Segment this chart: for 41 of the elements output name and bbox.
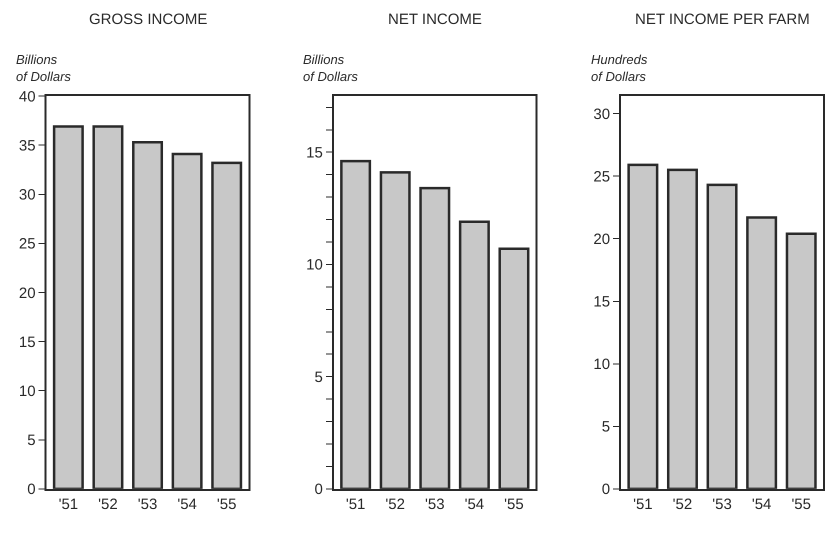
y-axis-title: Hundreds of Dollars xyxy=(591,52,648,84)
x-tick-label: '54 xyxy=(464,496,484,513)
x-tick-label: '51 xyxy=(633,496,653,513)
x-tick-label: '52 xyxy=(98,496,118,513)
y-tick-label: 15 xyxy=(18,334,36,351)
y-tick-label: 0 xyxy=(27,481,36,498)
y-tick-label: 20 xyxy=(593,230,610,248)
x-tick-label: '53 xyxy=(425,496,445,513)
x-tick-label: '55 xyxy=(216,496,236,513)
y-tick-label: 25 xyxy=(593,168,610,186)
x-tick-label: '52 xyxy=(672,496,692,513)
y-tick-label: 20 xyxy=(18,284,36,302)
y-tick-label: 25 xyxy=(18,236,36,253)
y-tick-label: 5 xyxy=(27,432,36,450)
chart-title: GROSS INCOME xyxy=(89,11,208,28)
y-tick-label: 10 xyxy=(593,356,610,374)
y-tick-label: 15 xyxy=(306,144,323,162)
y-tick-label: 0 xyxy=(602,481,610,498)
y-tick-label: 10 xyxy=(18,382,36,400)
y-tick-label: 5 xyxy=(314,368,323,386)
y-tick-label: 5 xyxy=(602,418,610,436)
y-tick-label: 35 xyxy=(18,137,36,154)
x-tick-label: '52 xyxy=(385,496,405,513)
y-tick-label: 30 xyxy=(18,186,36,204)
chart-title: NET INCOME xyxy=(388,11,482,28)
x-tick-label: '55 xyxy=(791,496,812,513)
y-axis-title: Billions of Dollars xyxy=(303,52,358,84)
y-tick-label: 10 xyxy=(306,256,323,274)
y-tick-label: 40 xyxy=(18,88,36,106)
x-tick-label: '53 xyxy=(712,496,732,513)
y-tick-label: 0 xyxy=(314,481,323,498)
x-tick-label: '54 xyxy=(752,496,772,513)
chart-title: NET INCOME PER FARM xyxy=(635,11,810,28)
y-axis-title: Billions of Dollars xyxy=(16,52,72,84)
x-tick-label: '51 xyxy=(346,496,366,513)
x-tick-label: '55 xyxy=(504,496,524,513)
y-tick-label: 30 xyxy=(593,106,610,123)
x-tick-label: '53 xyxy=(138,496,158,513)
x-tick-label: '54 xyxy=(177,496,197,513)
x-tick-label: '51 xyxy=(58,496,78,513)
y-tick-label: 15 xyxy=(593,294,610,311)
